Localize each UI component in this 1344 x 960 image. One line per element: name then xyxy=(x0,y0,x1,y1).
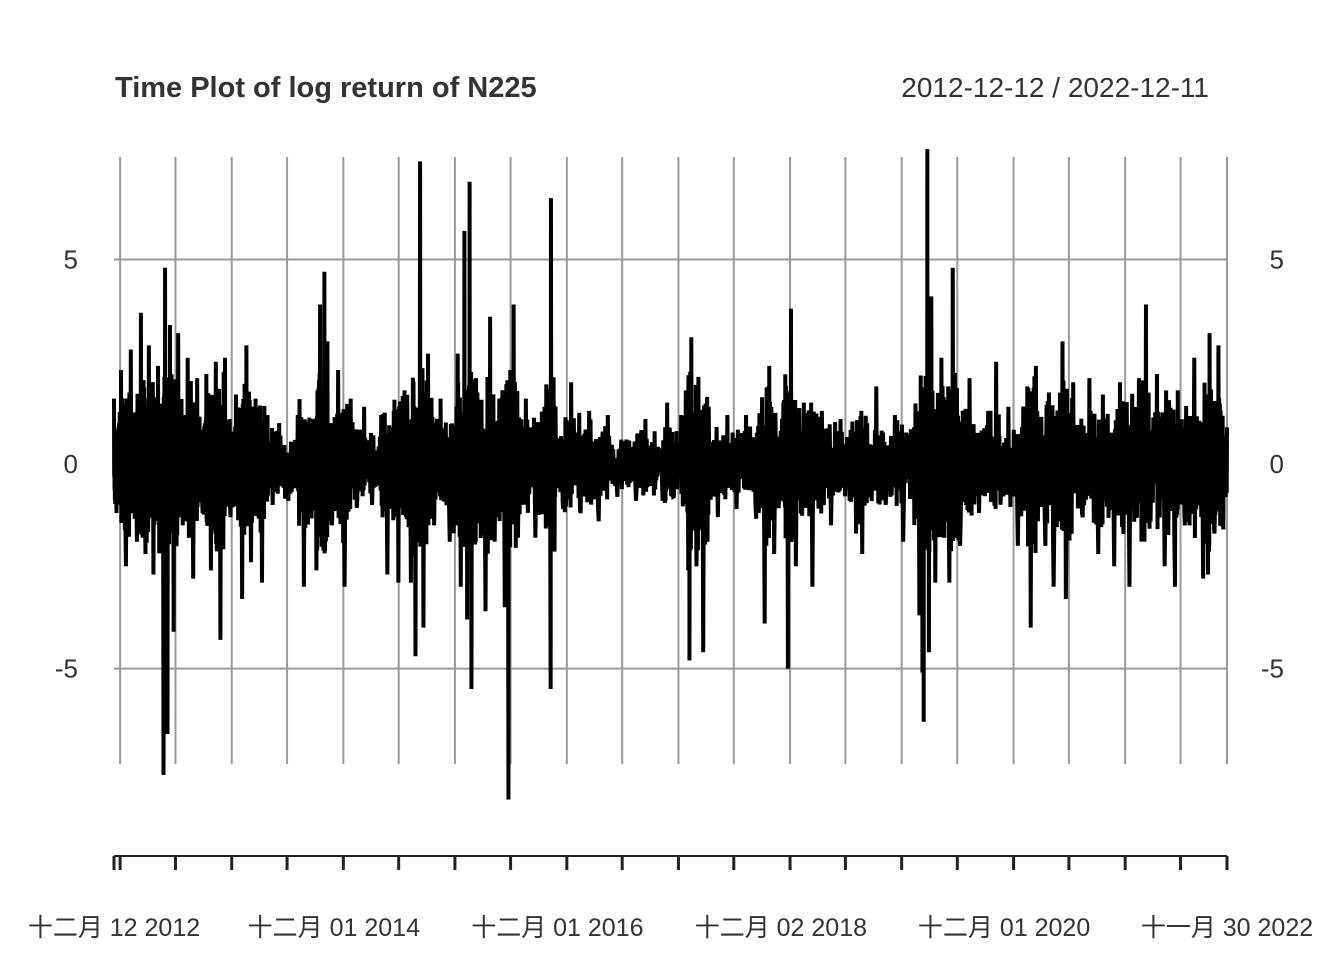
y-tick-label-left: -5 xyxy=(55,654,78,684)
x-axis: 十二月 12 2012 十二月 01 2014 十二月 01 2016 十二月 02 … xyxy=(28,855,1313,942)
y-axis-left: -5 0 5 xyxy=(55,245,78,684)
y-tick-label-left: 5 xyxy=(64,245,78,275)
y-axis-right: -5 0 5 xyxy=(1261,245,1284,684)
series-line xyxy=(112,149,1229,800)
chart-title: Time Plot of log return of N225 xyxy=(115,72,537,104)
x-tick-label: 十二月 01 2014 xyxy=(248,914,420,942)
x-tick-label: 十二月 01 2016 xyxy=(471,914,643,942)
x-tick-label: 十二月 01 2020 xyxy=(918,914,1090,942)
y-tick-label-right: -5 xyxy=(1261,654,1284,684)
y-tick-label-right: 0 xyxy=(1270,449,1284,479)
x-tick-label: 十二月 02 2018 xyxy=(695,914,867,942)
y-tick-label-left: 0 xyxy=(64,449,78,479)
x-tick-label: 十一月 30 2022 xyxy=(1141,914,1313,942)
x-tick-label: 十二月 12 2012 xyxy=(28,914,200,942)
series-layer xyxy=(112,149,1229,800)
y-tick-label-right: 5 xyxy=(1270,245,1284,275)
date-range-label: 2012-12-12 / 2022-12-11 xyxy=(901,72,1209,103)
